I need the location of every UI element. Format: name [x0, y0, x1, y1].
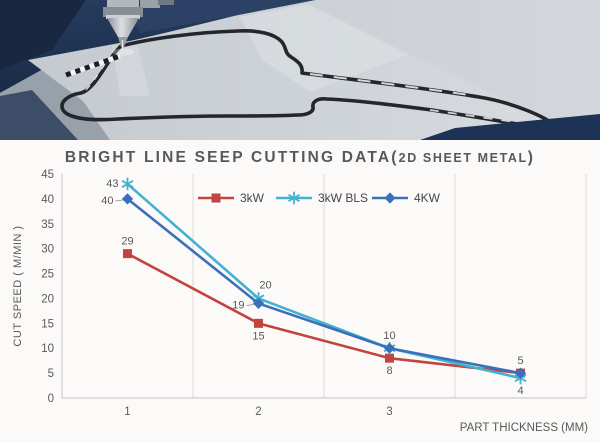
y-tick-label: 0 [48, 393, 54, 405]
data-label: 19 [232, 299, 244, 311]
nozzle-cone [107, 18, 139, 37]
y-tick-label: 10 [41, 343, 54, 355]
laser-head [103, 0, 174, 56]
data-label: 5 [517, 355, 523, 367]
machine-body [0, 0, 315, 93]
marker-diamond [383, 342, 396, 354]
y-tick-label: 35 [41, 219, 54, 231]
cut-reflection-dashes-upper [309, 73, 477, 97]
cutting-data-chart-section: BRIGHT LINE SEEP CUTTING DATA(2D SHEET M… [0, 140, 600, 443]
marker-square [211, 193, 221, 203]
y-tick-label: 45 [41, 169, 54, 181]
data-label: 10 [383, 330, 395, 342]
machine-base-left [0, 90, 78, 140]
data-label: 15 [252, 330, 264, 342]
marker-asterisk [121, 179, 134, 188]
data-label: 43 [106, 178, 118, 190]
marker-diamond [384, 192, 396, 204]
y-tick-label: 20 [41, 293, 54, 305]
chart-title-close: ) [527, 149, 536, 166]
cut-reflection-dashes-lower [429, 109, 545, 127]
laser-cutting-photo [0, 0, 600, 140]
x-tick-label: 2 [255, 406, 261, 418]
y-tick-label: 5 [48, 368, 54, 380]
legend-label: 3kW [240, 191, 265, 205]
legend-label: 4KW [414, 191, 441, 205]
cut-track-outline [60, 29, 556, 131]
marker-square [385, 353, 394, 363]
x-tick-label: 3 [386, 406, 392, 418]
y-tick-label: 25 [41, 269, 54, 281]
series-line-3kw [126, 252, 521, 375]
x-tick-label: 1 [124, 406, 130, 418]
data-label: 8 [386, 365, 392, 377]
machine-base-right [420, 114, 600, 140]
sheet-reflection [240, 4, 408, 92]
chart-title: BRIGHT LINE SEEP CUTTING DATA(2D SHEET M… [0, 149, 600, 167]
data-label-leader [246, 303, 255, 306]
data-label: 40 [101, 195, 113, 207]
legend-label: 3kW BLS [318, 191, 368, 205]
data-label-leader [115, 199, 124, 202]
checkered-strip [65, 53, 121, 78]
marker-diamond [252, 297, 265, 310]
y-tick-label: 30 [41, 244, 54, 256]
y-tick-label: 40 [41, 194, 54, 206]
y-axis-title: CUT SPEED ( M/MIN ) [12, 225, 24, 346]
head-bracket [140, 0, 160, 8]
chart-title-main: BRIGHT LINE SEEP CUTTING DATA( [64, 149, 399, 166]
sheet-glare [112, 46, 150, 96]
chart-title-small: 2D SHEET METAL [398, 151, 528, 165]
series-line-3kw-bls [126, 182, 521, 380]
marker-diamond [514, 367, 527, 379]
marker-asterisk [288, 193, 300, 203]
x-axis-title: PART THICKNESS (MM) [460, 422, 588, 434]
marker-square [123, 249, 132, 259]
series-line-4kw [126, 197, 521, 375]
data-label: 4 [517, 385, 523, 397]
data-label: 29 [121, 236, 133, 248]
data-label: 20 [259, 279, 271, 291]
marker-square [254, 318, 263, 328]
y-tick-label: 15 [41, 318, 54, 330]
